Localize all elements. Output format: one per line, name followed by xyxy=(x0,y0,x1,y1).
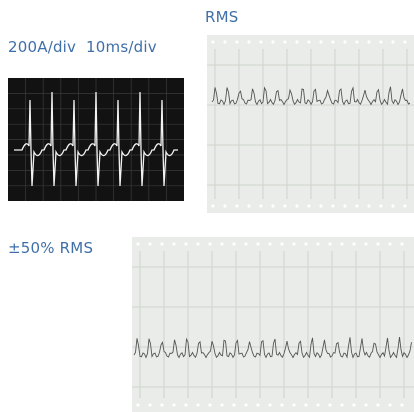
hole xyxy=(355,204,358,207)
hole xyxy=(292,242,295,245)
page: {"labels": {"top_right": "RMS", "scope_s… xyxy=(0,0,414,412)
hole xyxy=(223,40,226,43)
hole xyxy=(352,242,355,245)
hole xyxy=(235,204,238,207)
hole xyxy=(160,242,163,245)
hole xyxy=(364,242,367,245)
hole xyxy=(259,40,262,43)
hole xyxy=(268,242,271,245)
hole xyxy=(388,403,391,406)
hole xyxy=(220,403,223,406)
hole xyxy=(235,40,238,43)
hole xyxy=(331,40,334,43)
hole xyxy=(379,204,382,207)
hole xyxy=(376,242,379,245)
hole xyxy=(379,40,382,43)
hole xyxy=(184,242,187,245)
hole xyxy=(400,242,403,245)
hole xyxy=(331,204,334,207)
hole xyxy=(271,40,274,43)
hole xyxy=(316,242,319,245)
hole xyxy=(367,204,370,207)
hole xyxy=(280,403,283,406)
hole xyxy=(208,403,211,406)
label-scope-scale: 200A/div 10ms/div xyxy=(8,38,157,56)
hole xyxy=(196,403,199,406)
hole xyxy=(328,242,331,245)
hole xyxy=(343,204,346,207)
hole xyxy=(391,40,394,43)
hole xyxy=(256,242,259,245)
hole xyxy=(232,403,235,406)
hole xyxy=(295,204,298,207)
hole xyxy=(340,403,343,406)
hole xyxy=(232,242,235,245)
hole xyxy=(244,403,247,406)
hole xyxy=(247,204,250,207)
hole xyxy=(295,40,298,43)
hole xyxy=(343,40,346,43)
hole xyxy=(280,242,283,245)
hole xyxy=(271,204,274,207)
hole xyxy=(304,242,307,245)
hole xyxy=(196,242,199,245)
hole xyxy=(403,40,406,43)
hole xyxy=(292,403,295,406)
hole xyxy=(283,204,286,207)
hole xyxy=(247,40,250,43)
hole xyxy=(319,204,322,207)
hole xyxy=(376,403,379,406)
hole xyxy=(364,403,367,406)
hole xyxy=(208,242,211,245)
hole xyxy=(328,403,331,406)
hole xyxy=(148,242,151,245)
hole xyxy=(244,242,247,245)
figure xyxy=(0,0,414,412)
hole xyxy=(268,403,271,406)
label-rms: RMS xyxy=(205,8,239,26)
hole xyxy=(391,204,394,207)
hole xyxy=(136,242,139,245)
hole xyxy=(367,40,370,43)
hole xyxy=(223,204,226,207)
hole xyxy=(259,204,262,207)
hole xyxy=(184,403,187,406)
hole xyxy=(304,403,307,406)
hole xyxy=(355,40,358,43)
hole xyxy=(148,403,151,406)
hole xyxy=(283,40,286,43)
hole xyxy=(256,403,259,406)
hole xyxy=(319,40,322,43)
hole xyxy=(340,242,343,245)
hole xyxy=(160,403,163,406)
label-bottom: ±50% RMS xyxy=(8,239,93,257)
hole xyxy=(388,242,391,245)
hole xyxy=(172,403,175,406)
hole xyxy=(307,204,310,207)
hole xyxy=(307,40,310,43)
hole xyxy=(211,204,214,207)
hole xyxy=(316,403,319,406)
hole xyxy=(403,204,406,207)
hole xyxy=(352,403,355,406)
hole xyxy=(172,242,175,245)
hole xyxy=(220,242,223,245)
hole xyxy=(136,403,139,406)
chart-paper-bottom xyxy=(132,237,414,412)
hole xyxy=(400,403,403,406)
hole xyxy=(211,40,214,43)
